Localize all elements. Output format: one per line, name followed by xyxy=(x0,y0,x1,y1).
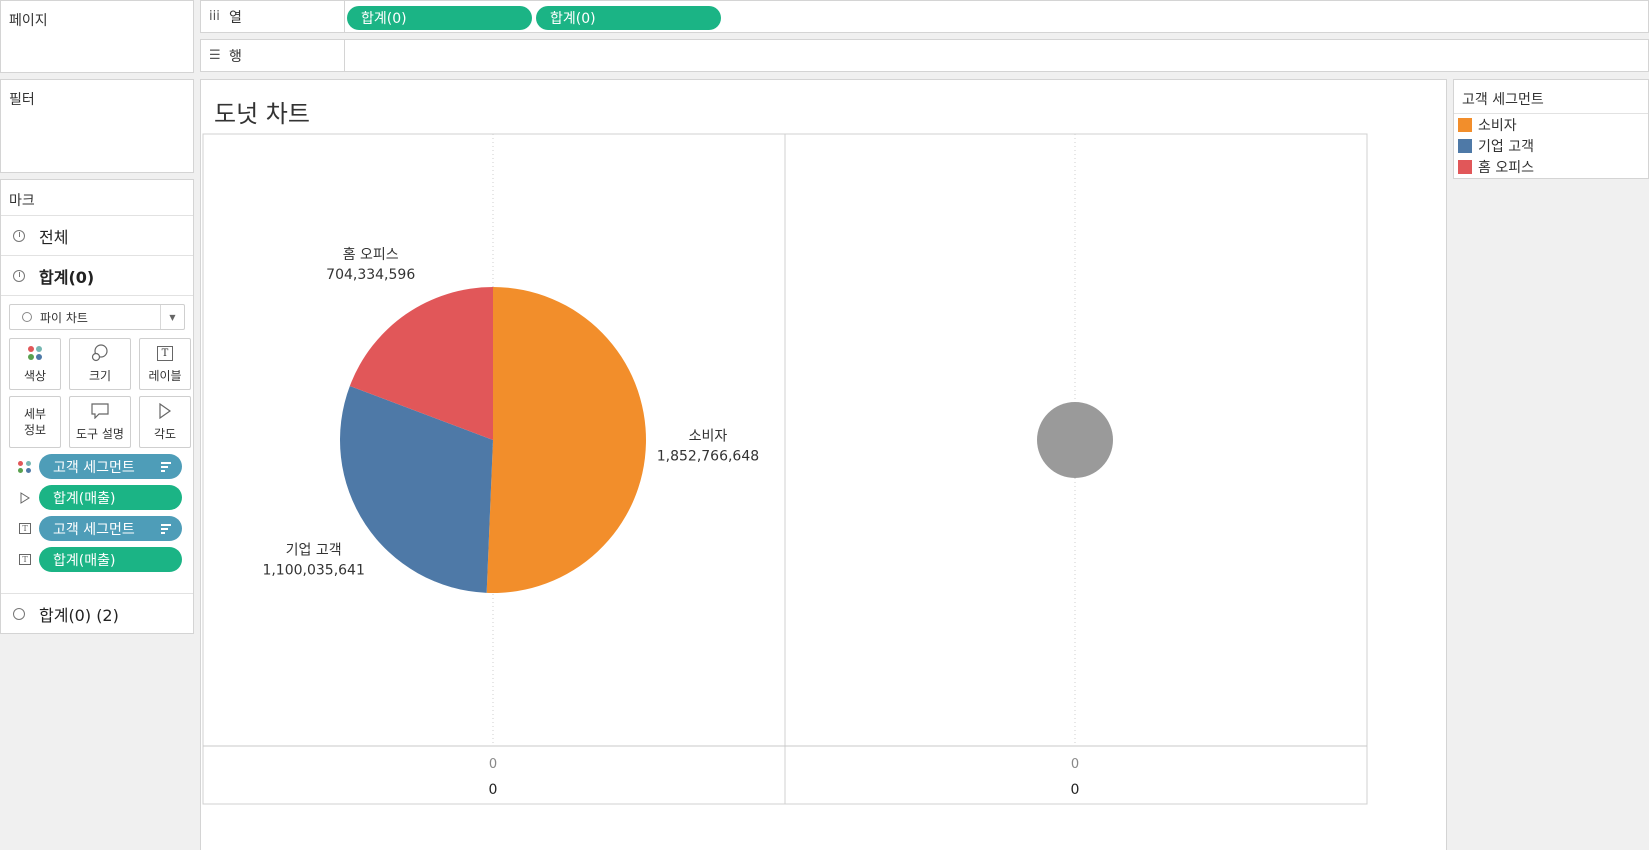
rows-shelf[interactable]: ☰ 행 xyxy=(200,39,1649,72)
mark-type-label: 파이 차트 xyxy=(40,310,88,325)
detail-button[interactable]: 세부 정보 xyxy=(9,396,61,448)
marks-title: 마크 xyxy=(1,180,193,216)
sales-angle-pill[interactable]: 합계(매출) xyxy=(39,485,182,510)
pill-label: 합계(0) xyxy=(550,11,596,27)
angle-button-label: 각도 xyxy=(153,427,177,441)
marks-layer-sum0-label: 합계(0) xyxy=(39,267,95,287)
marks-pill-row: 합계(매출) xyxy=(17,485,193,510)
slice-value-label: 704,334,596 xyxy=(326,267,415,283)
pill-label: 합계(매출) xyxy=(53,552,116,569)
marks-layer-all-label: 전체 xyxy=(39,227,69,247)
marks-pill-row: 고객 세그먼트 xyxy=(17,454,193,479)
tooltip-icon xyxy=(91,402,109,420)
legend-swatch xyxy=(1458,138,1472,153)
marks-pill-row: T 고객 세그먼트 xyxy=(17,516,193,541)
color-button[interactable]: 색상 xyxy=(9,338,61,390)
legend-swatch xyxy=(1458,159,1472,174)
angle-button[interactable]: 각도 xyxy=(139,396,191,448)
detail-button-label-2: 정보 xyxy=(23,423,47,437)
sheet-title: 도넛 차트 xyxy=(214,100,310,128)
legend-swatch xyxy=(1458,117,1472,132)
filters-title: 필터 xyxy=(9,92,35,108)
slice-category-label: 소비자 xyxy=(689,428,728,444)
size-icon xyxy=(91,344,109,362)
marks-layer-sum0[interactable]: 합계(0) xyxy=(1,256,193,296)
legend-title: 고객 세그먼트 xyxy=(1454,80,1648,114)
worksheet-view: 도넛 차트 소비자 1,852,766,648 기업 고객 1,100,035,641… xyxy=(200,79,1447,850)
label-button-label: 레이블 xyxy=(148,369,182,383)
legend-label: 기업 고객 xyxy=(1478,138,1534,155)
tooltip-button[interactable]: 도구 설명 xyxy=(69,396,131,448)
columns-shelf[interactable]: iii 열 합계(0) 합계(0) xyxy=(200,0,1649,33)
size-button[interactable]: 크기 xyxy=(69,338,131,390)
columns-pill-2[interactable]: 합계(0) xyxy=(536,6,721,30)
label-icon: T xyxy=(157,344,173,362)
axis-tick-label: 0 xyxy=(1071,757,1079,772)
marks-layer-sum0-2-label: 합계(0) (2) xyxy=(39,605,119,625)
color-button-label: 색상 xyxy=(23,369,47,383)
rows-icon: ☰ xyxy=(209,48,221,63)
legend-item[interactable]: 홈 오피스 xyxy=(1454,156,1648,177)
slice-category-label: 기업 고객 xyxy=(286,543,342,559)
angle-icon xyxy=(17,491,33,504)
segment-label-pill[interactable]: 고객 세그먼트 xyxy=(39,516,182,541)
label-button[interactable]: T 레이블 xyxy=(139,338,191,390)
mark-type-dropdown[interactable]: 파이 차트 ▼ xyxy=(9,304,185,330)
pill-label: 합계(0) xyxy=(361,11,407,27)
pie-mark-icon xyxy=(22,312,32,322)
marks-pill-row: T 합계(매출) xyxy=(17,547,193,572)
marks-layer-sum0-2[interactable]: 합계(0) (2) xyxy=(1,593,193,633)
pages-title: 페이지 xyxy=(9,13,48,29)
slice-value-label: 1,852,766,648 xyxy=(657,448,759,464)
rows-shelf-label: ☰ 행 xyxy=(201,40,345,71)
pill-label: 고객 세그먼트 xyxy=(53,521,135,538)
detail-button-label-1: 세부 xyxy=(23,407,47,421)
legend-label: 소비자 xyxy=(1478,117,1517,134)
sales-label-pill[interactable]: 합계(매출) xyxy=(39,547,182,572)
color-icon xyxy=(17,460,33,473)
pie-slice xyxy=(486,287,646,593)
pill-label: 합계(매출) xyxy=(53,490,116,507)
color-icon xyxy=(28,344,42,362)
pie-mark-icon xyxy=(13,269,25,282)
pie-mark-icon xyxy=(13,229,25,242)
columns-pill-1[interactable]: 합계(0) xyxy=(347,6,532,30)
rows-label: 행 xyxy=(229,48,242,65)
pill-label: 고객 세그먼트 xyxy=(53,459,135,476)
pie-slice xyxy=(339,386,493,593)
pie-slice xyxy=(349,287,493,440)
columns-icon: iii xyxy=(209,9,220,24)
label-icon: T xyxy=(17,554,33,565)
columns-label: 열 xyxy=(229,9,242,26)
sort-icon xyxy=(161,524,171,536)
legend-item[interactable]: 기업 고객 xyxy=(1454,135,1648,156)
pie-mark-icon xyxy=(13,607,25,620)
size-button-label: 크기 xyxy=(88,369,112,383)
marks-layer-all[interactable]: 전체 xyxy=(1,216,193,256)
filters-shelf[interactable]: 필터 xyxy=(0,79,194,173)
marks-card: 마크 전체 합계(0) 파이 차트 ▼ 색상 크기 T 레이블 xyxy=(0,179,194,634)
pages-shelf[interactable]: 페이지 xyxy=(0,0,194,73)
chart-canvas[interactable]: 소비자 1,852,766,648 기업 고객 1,100,035,641 홈 오피스 7… xyxy=(201,80,1448,850)
legend-item[interactable]: 소비자 xyxy=(1454,114,1648,135)
label-icon: T xyxy=(17,523,33,534)
slice-value-label: 1,100,035,641 xyxy=(262,563,364,579)
columns-shelf-label: iii 열 xyxy=(201,1,345,32)
chevron-down-icon[interactable]: ▼ xyxy=(160,305,184,329)
angle-icon xyxy=(158,402,172,420)
segment-color-pill[interactable]: 고객 세그먼트 xyxy=(39,454,182,479)
pie-slice xyxy=(1037,402,1113,478)
tooltip-button-label: 도구 설명 xyxy=(76,427,124,441)
axis-header-label: 0 xyxy=(1071,782,1080,798)
axis-tick-label: 0 xyxy=(489,757,497,772)
axis-header-label: 0 xyxy=(489,782,498,798)
slice-category-label: 홈 오피스 xyxy=(343,247,399,263)
sort-icon xyxy=(161,462,171,474)
legend-label: 홈 오피스 xyxy=(1478,159,1534,176)
